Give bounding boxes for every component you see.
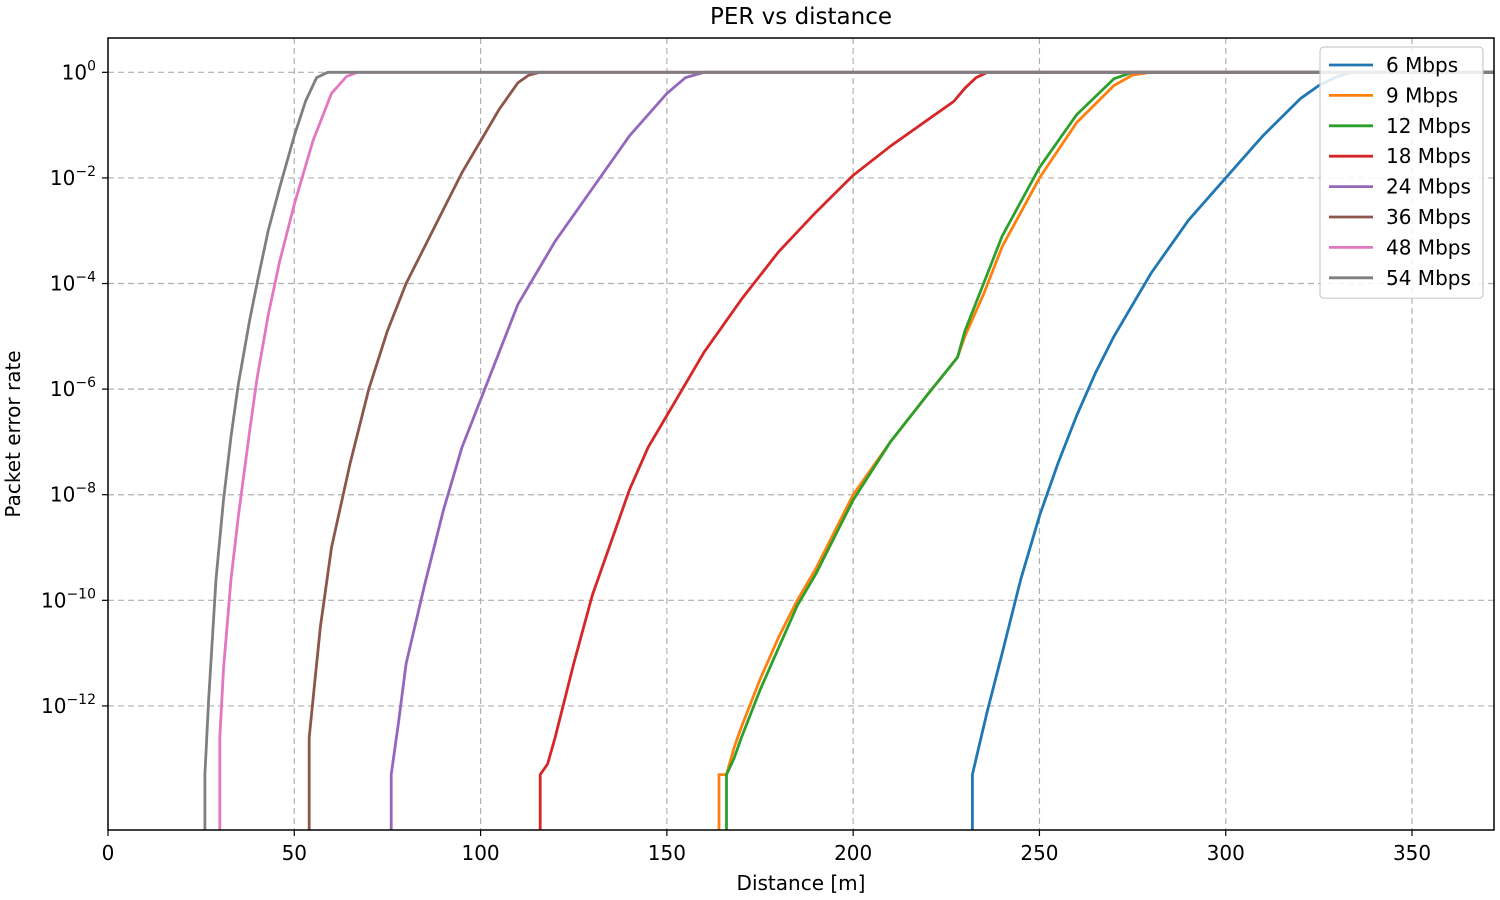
legend-entry-label: 48 Mbps: [1386, 235, 1471, 259]
series-line-36-mbps: [307, 70, 1494, 830]
legend-entry-label: 36 Mbps: [1386, 205, 1471, 229]
x-tick-label: 300: [1207, 841, 1245, 865]
legend-entry-label: 24 Mbps: [1386, 175, 1471, 199]
y-tick-label: 10−8: [50, 481, 96, 507]
legend-entry-label: 18 Mbps: [1386, 144, 1471, 168]
series-line-24-mbps: [389, 70, 1494, 830]
y-tick-label: 10−12: [41, 692, 96, 718]
series-line-54-mbps: [203, 70, 1494, 830]
x-axis-ticks: 0 50 100 150 200 250 300 350: [102, 830, 1431, 865]
chart-title: PER vs distance: [710, 4, 892, 30]
x-tick-label: 350: [1393, 841, 1431, 865]
legend-entry-label: 12 Mbps: [1386, 114, 1471, 138]
y-axis-label: Packet error rate: [1, 350, 25, 517]
series-line-48-mbps: [218, 70, 1494, 830]
x-tick-label: 200: [834, 841, 872, 865]
x-tick-label: 0: [102, 841, 115, 865]
legend-entry-label: 6 Mbps: [1386, 53, 1458, 77]
y-tick-label: 10−4: [50, 270, 96, 296]
plot-frame: [107, 37, 1495, 831]
legend-entry-label: 54 Mbps: [1386, 266, 1471, 290]
y-tick-label: 10−10: [41, 586, 96, 612]
legend: 6 Mbps 9 Mbps 12 Mbps 18 Mbps 24 Mbps 36 Mbps…: [1319, 46, 1484, 299]
legend-box: [1319, 46, 1484, 299]
series-line-18-mbps: [538, 70, 1494, 830]
x-tick-label: 50: [282, 841, 307, 865]
y-axis-ticks: 100 10−2 10−4 10−6 10−8 10−10 10−12: [41, 58, 108, 718]
x-tick-label: 100: [461, 841, 499, 865]
series-line-12-mbps: [725, 70, 1494, 830]
legend-entry-label: 9 Mbps: [1386, 83, 1458, 107]
y-tick-label: 10−2: [50, 164, 96, 190]
y-tick-label: 10−6: [50, 375, 96, 401]
y-tick-label: 100: [62, 58, 96, 84]
x-tick-label: 150: [648, 841, 686, 865]
x-tick-label: 250: [1020, 841, 1058, 865]
x-axis-label: Distance [m]: [737, 871, 866, 895]
